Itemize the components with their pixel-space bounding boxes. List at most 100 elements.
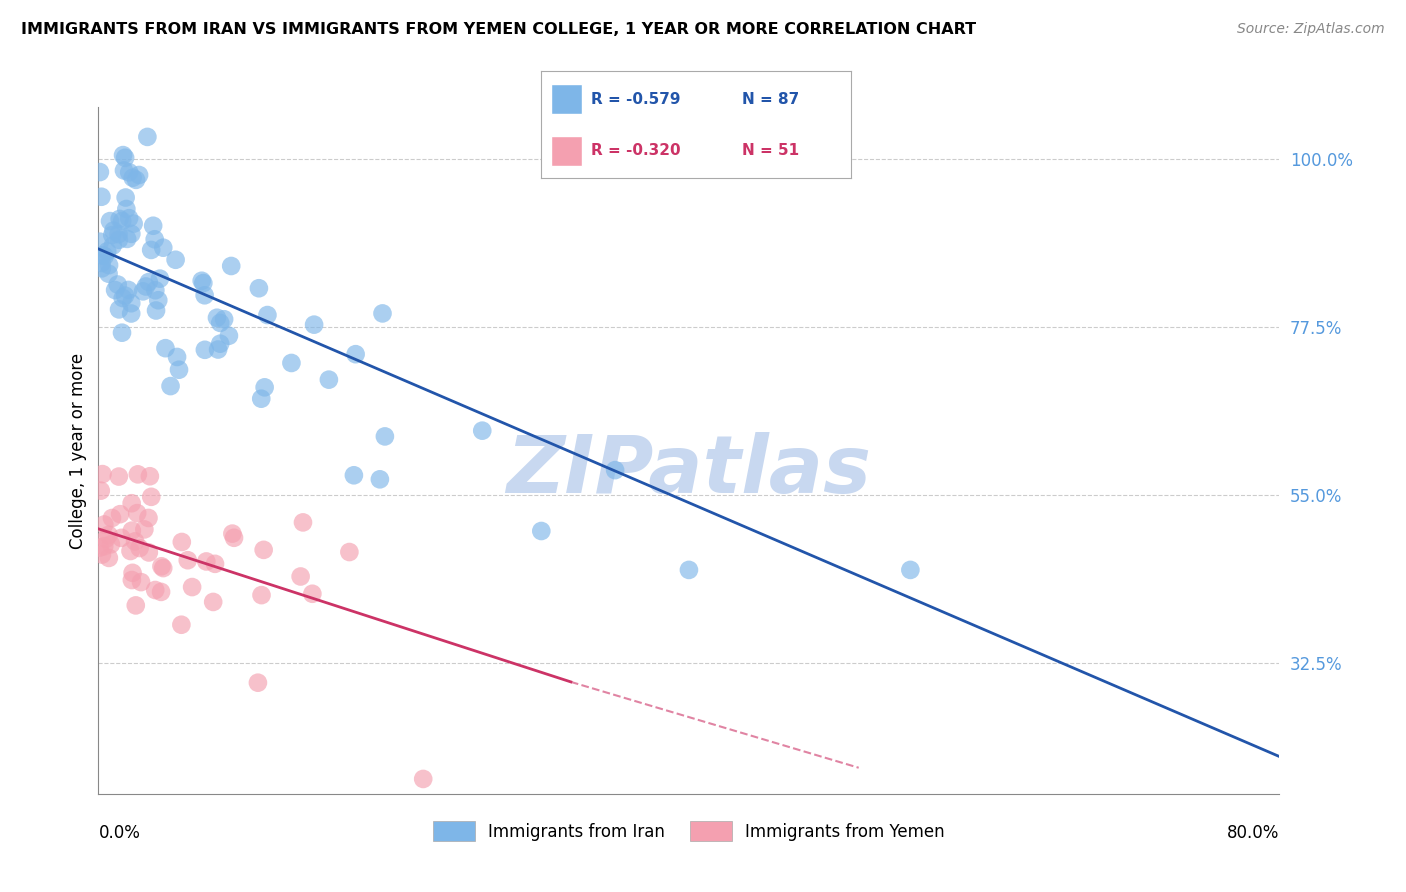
Point: [412, 772, 434, 786]
Point: [121, 566, 143, 580]
Point: [89, 165, 111, 179]
Point: [149, 271, 172, 285]
Point: [108, 211, 131, 226]
Text: ZIPatlas: ZIPatlas: [506, 432, 872, 510]
Point: [167, 362, 190, 376]
Point: [110, 531, 132, 545]
Point: [138, 511, 160, 525]
Point: [145, 303, 167, 318]
Point: [101, 238, 124, 252]
Point: [343, 468, 366, 483]
Point: [128, 541, 150, 555]
Point: [121, 524, 143, 538]
Point: [256, 308, 278, 322]
Point: [250, 392, 273, 406]
Point: [339, 545, 361, 559]
Point: [280, 356, 302, 370]
Point: [221, 526, 243, 541]
Point: [125, 173, 148, 187]
Point: [134, 523, 156, 537]
Point: [139, 469, 162, 483]
Point: [107, 227, 129, 242]
Point: [291, 516, 314, 530]
Point: [212, 312, 235, 326]
Point: [118, 211, 141, 226]
Point: [89, 541, 111, 555]
Point: [374, 429, 396, 443]
Point: [111, 214, 134, 228]
Point: [205, 310, 228, 325]
Point: [91, 248, 114, 262]
Point: [124, 534, 146, 549]
Point: [190, 274, 212, 288]
Point: [114, 288, 136, 302]
Point: [530, 524, 553, 538]
Point: [202, 595, 225, 609]
Point: [209, 316, 232, 330]
Point: [100, 537, 122, 551]
Point: [181, 580, 204, 594]
Legend: Immigrants from Iran, Immigrants from Yemen: Immigrants from Iran, Immigrants from Ye…: [426, 814, 952, 847]
Point: [471, 424, 494, 438]
Text: 0.0%: 0.0%: [98, 824, 141, 842]
Point: [120, 306, 142, 320]
Point: [253, 542, 276, 557]
Point: [195, 554, 218, 568]
Point: [159, 379, 181, 393]
Point: [368, 472, 391, 486]
Bar: [551, 84, 582, 114]
Point: [91, 548, 114, 562]
Point: [111, 291, 134, 305]
Point: [120, 227, 142, 241]
Point: [91, 261, 114, 276]
Text: R = -0.320: R = -0.320: [591, 143, 681, 158]
Point: [120, 544, 142, 558]
Point: [605, 463, 627, 477]
Text: 80.0%: 80.0%: [1227, 824, 1279, 842]
Point: [253, 380, 276, 394]
Point: [122, 217, 145, 231]
Point: [142, 219, 165, 233]
Text: N = 51: N = 51: [742, 143, 800, 158]
Point: [98, 214, 121, 228]
Point: [108, 302, 131, 317]
Point: [165, 252, 187, 267]
Point: [97, 267, 120, 281]
Point: [150, 559, 173, 574]
Point: [103, 223, 125, 237]
Point: [90, 256, 112, 270]
Point: [302, 318, 325, 332]
Point: [108, 507, 131, 521]
Point: [121, 573, 143, 587]
Point: [93, 517, 115, 532]
Point: [219, 259, 242, 273]
Point: [209, 336, 232, 351]
Point: [118, 165, 141, 179]
Point: [138, 275, 160, 289]
Point: [112, 163, 135, 178]
Point: [128, 168, 150, 182]
Point: [141, 243, 163, 257]
Point: [170, 535, 193, 549]
Point: [104, 283, 127, 297]
Point: [127, 506, 149, 520]
Point: [120, 296, 142, 310]
Point: [222, 531, 245, 545]
Point: [94, 532, 117, 546]
Point: [207, 343, 229, 357]
Point: [90, 190, 112, 204]
Text: R = -0.579: R = -0.579: [591, 92, 681, 107]
Point: [91, 467, 114, 482]
Point: [218, 328, 240, 343]
Text: N = 87: N = 87: [742, 92, 800, 107]
Point: [97, 550, 120, 565]
Point: [112, 148, 135, 162]
Point: [101, 511, 124, 525]
Bar: [551, 136, 582, 166]
Point: [115, 232, 138, 246]
Point: [150, 585, 173, 599]
Point: [97, 528, 120, 542]
Point: [93, 539, 115, 553]
Point: [170, 617, 193, 632]
Point: [152, 561, 174, 575]
